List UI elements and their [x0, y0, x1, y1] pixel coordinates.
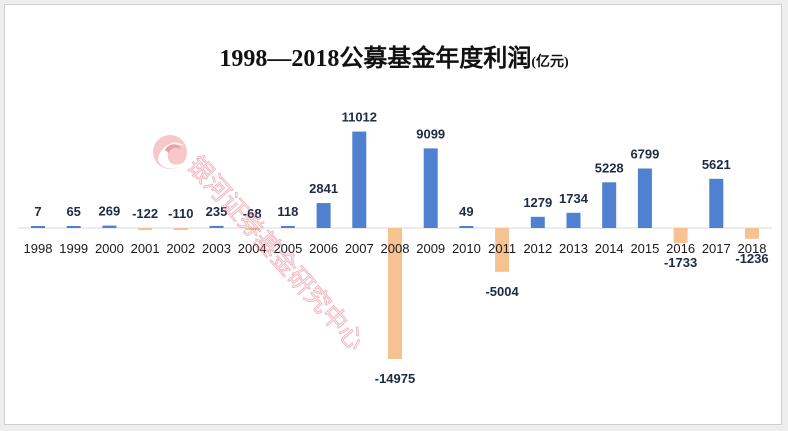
bar-2015 — [637, 168, 652, 228]
bar-2007 — [352, 131, 367, 228]
chart-title-unit: (亿元) — [531, 53, 569, 70]
chart-title: 1998—2018公募基金年度利润(亿元) — [219, 44, 569, 72]
data-label-2017: 5621 — [702, 157, 731, 172]
tick-label-2004: 2004 — [238, 241, 267, 256]
data-label-2001: -122 — [132, 206, 158, 221]
tick-label-2002: 2002 — [166, 241, 195, 256]
data-label-2011: -5004 — [485, 284, 519, 299]
bar-2010 — [459, 226, 474, 228]
bar-1999 — [66, 226, 81, 228]
data-label-2018: -1236 — [735, 251, 768, 266]
bar-2018 — [745, 228, 759, 239]
bar-2012 — [530, 216, 545, 228]
tick-label-2007: 2007 — [345, 241, 374, 256]
watermark-logo — [153, 135, 187, 169]
tick-label-2008: 2008 — [381, 241, 410, 256]
data-label-2008: -14975 — [375, 371, 415, 386]
bar-2008 — [388, 228, 402, 359]
tick-label-2003: 2003 — [202, 241, 231, 256]
data-label-2010: 49 — [459, 204, 473, 219]
tick-label-2017: 2017 — [702, 241, 731, 256]
tick-label-2006: 2006 — [309, 241, 338, 256]
data-label-2012: 1279 — [523, 195, 552, 210]
bar-2003 — [209, 225, 224, 228]
chart-title-main: 1998—2018公募基金年度利润 — [219, 44, 531, 72]
tick-label-2014: 2014 — [595, 241, 624, 256]
data-label-2014: 5228 — [595, 160, 624, 175]
data-labels: 7 65 269 -122 -110 235 -68 118 2841 11012 -14975 90… — [34, 110, 768, 386]
tick-label-1998: 1998 — [24, 241, 53, 256]
tick-label-2016: 2016 — [666, 241, 695, 256]
data-label-1999: 65 — [66, 204, 80, 219]
bar-2004 — [245, 228, 260, 230]
tick-label-2012: 2012 — [523, 241, 552, 256]
bar-2016 — [673, 228, 688, 244]
x-tick-labels: 1998 1999 2000 2001 2002 2003 2004 2005 2006 2007… — [24, 241, 767, 256]
data-label-2006: 2841 — [309, 181, 338, 196]
tick-label-2015: 2015 — [630, 241, 659, 256]
data-label-2013: 1734 — [559, 191, 589, 206]
bar-1998 — [31, 226, 45, 228]
tick-label-1999: 1999 — [59, 241, 88, 256]
data-label-2003: 235 — [206, 204, 228, 219]
bar-2002 — [173, 228, 188, 230]
bar-2001 — [138, 228, 153, 230]
data-label-2002: -110 — [168, 206, 193, 221]
tick-label-2010: 2010 — [452, 241, 481, 256]
bar-2017 — [709, 178, 724, 228]
bar-2006 — [316, 203, 331, 228]
tick-label-2005: 2005 — [273, 241, 302, 256]
tick-label-2001: 2001 — [131, 241, 160, 256]
bars-group — [31, 131, 759, 359]
bar-2000 — [102, 225, 117, 228]
tick-label-2018: 2018 — [738, 241, 767, 256]
bar-2011 — [495, 228, 510, 272]
data-label-2009: 9099 — [416, 126, 445, 141]
tick-label-2011: 2011 — [488, 241, 516, 256]
tick-label-2013: 2013 — [559, 241, 588, 256]
bar-2013 — [566, 212, 581, 228]
data-label-2005: 118 — [277, 204, 298, 219]
tick-label-2000: 2000 — [95, 241, 124, 256]
bar-2014 — [602, 182, 617, 228]
data-label-2004: -68 — [243, 206, 262, 221]
tick-label-2009: 2009 — [416, 241, 445, 256]
data-label-2007: 11012 — [342, 110, 377, 125]
data-label-1998: 7 — [34, 204, 41, 219]
data-label-2015: 6799 — [630, 147, 659, 162]
data-label-2000: 269 — [99, 204, 121, 219]
bar-2005 — [280, 226, 295, 228]
data-label-2016: -1733 — [664, 255, 697, 270]
bar-2009 — [423, 148, 438, 228]
